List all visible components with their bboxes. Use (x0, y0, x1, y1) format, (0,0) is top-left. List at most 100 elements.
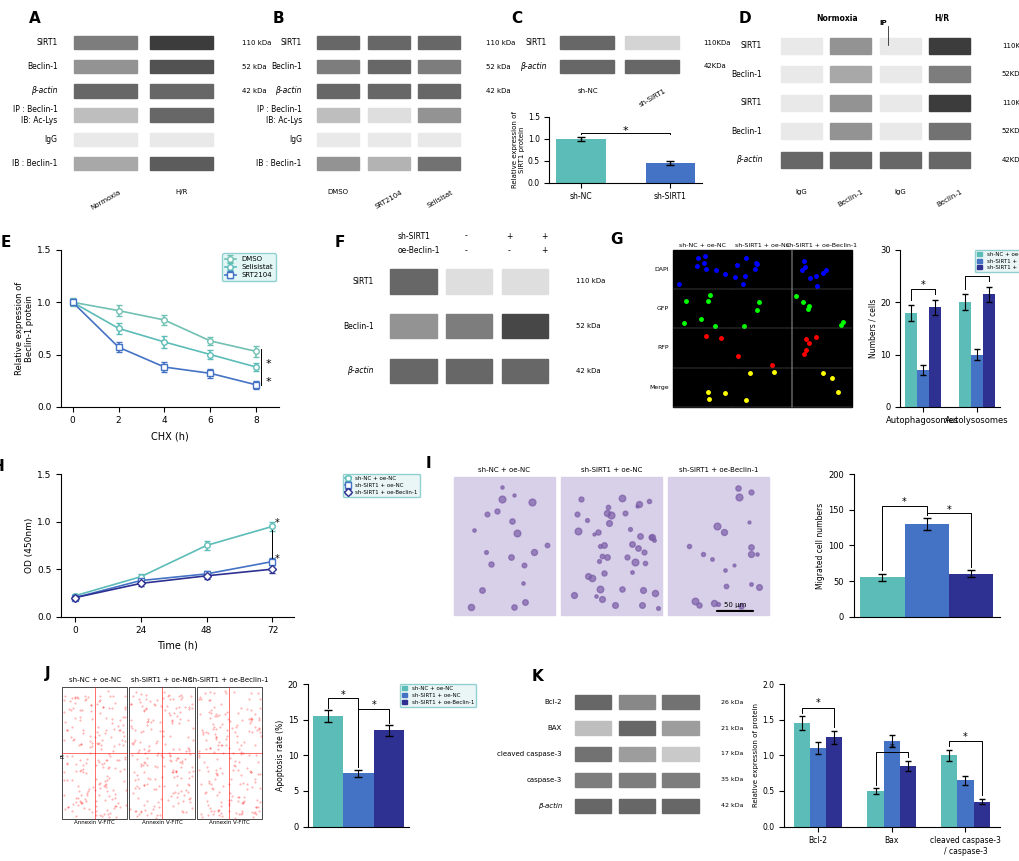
X-axis label: CHX (h): CHX (h) (151, 431, 189, 441)
Bar (859, 578, 904, 616)
Bar (941, 755, 957, 827)
Text: Beclin-1: Beclin-1 (271, 62, 302, 71)
Text: oe-Beclin-1: oe-Beclin-1 (397, 245, 439, 255)
Bar (829, 66, 870, 82)
Bar (445, 269, 491, 294)
Bar (317, 84, 359, 97)
Bar (970, 355, 982, 406)
Text: sh-SIRT1 + oe-NC: sh-SIRT1 + oe-NC (580, 467, 641, 473)
Text: Annexin V-FITC: Annexin V-FITC (142, 821, 182, 825)
Bar (829, 95, 870, 111)
Text: 110 kDa: 110 kDa (242, 40, 271, 46)
Text: J: J (45, 666, 51, 681)
Text: *: * (275, 518, 279, 529)
Text: Selisisat: Selisisat (425, 189, 453, 208)
Bar (667, 477, 768, 616)
Text: sh-SIRT1 + oe-Beclin-1: sh-SIRT1 + oe-Beclin-1 (190, 677, 269, 683)
Text: SIRT1: SIRT1 (280, 38, 302, 47)
Bar (791, 289, 851, 328)
Text: +: + (541, 232, 547, 240)
Bar (74, 60, 137, 73)
Text: D: D (738, 10, 751, 26)
Text: cleaved caspase-3: cleaved caspase-3 (497, 751, 561, 757)
Text: DAPI: DAPI (654, 267, 668, 272)
Text: 42 kDa: 42 kDa (242, 88, 266, 94)
Bar (129, 687, 195, 820)
Bar (560, 477, 661, 616)
Text: 52KDa: 52KDa (1001, 71, 1019, 77)
Text: 52 kDa: 52 kDa (576, 323, 600, 329)
Bar (866, 791, 882, 827)
Bar (559, 36, 613, 49)
Bar (928, 38, 969, 53)
Bar (928, 66, 969, 82)
Bar (418, 84, 460, 97)
Text: sh-SIRT1: sh-SIRT1 (637, 88, 666, 108)
Bar (418, 133, 460, 146)
Text: *: * (371, 700, 376, 710)
Bar (74, 133, 137, 146)
Text: IgG: IgG (795, 189, 807, 195)
Bar (150, 36, 213, 49)
Bar (793, 723, 809, 827)
Text: *: * (962, 732, 967, 741)
Bar (732, 250, 791, 289)
Text: +: + (505, 232, 512, 240)
Bar (390, 359, 436, 383)
Text: 110KDa: 110KDa (702, 40, 730, 46)
Bar (732, 368, 791, 406)
Bar (367, 84, 410, 97)
Bar (958, 302, 970, 406)
Bar (879, 38, 920, 53)
Bar (927, 307, 940, 406)
Bar (879, 152, 920, 168)
Text: SIRT1: SIRT1 (37, 38, 57, 47)
Bar (575, 799, 610, 813)
Bar (661, 721, 698, 735)
Bar (418, 60, 460, 73)
Text: K: K (531, 669, 542, 684)
Bar (619, 746, 654, 761)
Bar (825, 738, 842, 827)
Text: β-actin: β-actin (347, 367, 374, 375)
Bar (317, 157, 359, 170)
Y-axis label: Relative expression of protein: Relative expression of protein (753, 703, 758, 808)
Bar (904, 313, 916, 406)
Bar (829, 123, 870, 139)
Bar (367, 60, 410, 73)
Text: H: H (0, 459, 4, 474)
Bar (829, 152, 870, 168)
Bar (445, 313, 491, 338)
Text: IP : Beclin-1
IB: Ac-Lys: IP : Beclin-1 IB: Ac-Lys (12, 105, 57, 125)
Bar (150, 108, 213, 121)
Text: 50 μm: 50 μm (723, 602, 746, 608)
Text: sh-SIRT1: sh-SIRT1 (397, 232, 430, 240)
Bar (673, 289, 732, 328)
Text: 42 kDa: 42 kDa (720, 803, 743, 808)
Bar (661, 695, 698, 709)
Bar (575, 773, 610, 787)
Bar (150, 60, 213, 73)
Bar (501, 269, 547, 294)
Bar (661, 799, 698, 813)
Text: 110 kDa: 110 kDa (486, 40, 516, 46)
Text: E: E (0, 235, 10, 250)
Text: 52 kDa: 52 kDa (242, 64, 266, 70)
Text: IgG: IgG (288, 134, 302, 144)
Bar (879, 123, 920, 139)
Text: *: * (265, 359, 271, 369)
Bar (501, 313, 547, 338)
Bar (197, 687, 262, 820)
Y-axis label: Migrated cell numbers: Migrated cell numbers (815, 502, 824, 589)
Text: sh-NC + oe-NC: sh-NC + oe-NC (679, 244, 726, 249)
Text: -: - (465, 232, 467, 240)
Bar (781, 152, 821, 168)
Bar (619, 721, 654, 735)
Text: -: - (465, 245, 467, 255)
Text: 17 kDa: 17 kDa (720, 752, 743, 757)
Text: β-actin: β-actin (537, 802, 561, 808)
Bar (899, 766, 915, 827)
Bar (559, 60, 613, 73)
Bar (317, 108, 359, 121)
Bar (62, 687, 127, 820)
